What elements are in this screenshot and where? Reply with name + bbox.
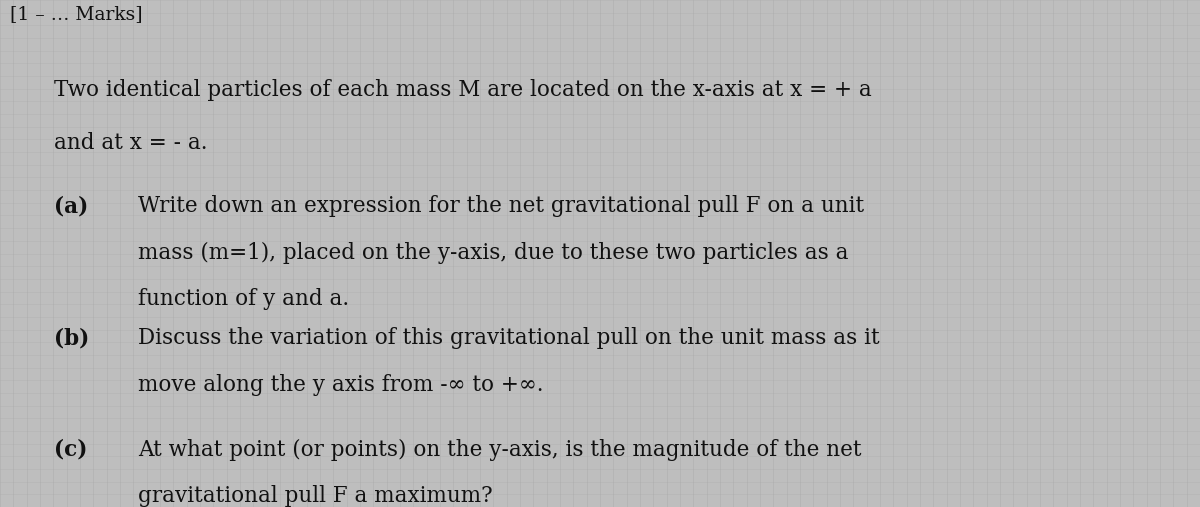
Text: Write down an expression for the net gravitational pull F on a unit: Write down an expression for the net gra… — [138, 195, 864, 217]
Text: (c): (c) — [54, 439, 88, 460]
Text: Discuss the variation of this gravitational pull on the unit mass as it: Discuss the variation of this gravitatio… — [138, 327, 880, 349]
Text: and at x = - a.: and at x = - a. — [54, 132, 208, 154]
Text: (a): (a) — [54, 195, 89, 217]
Text: function of y and a.: function of y and a. — [138, 288, 349, 310]
Text: [1 – … Marks]: [1 – … Marks] — [10, 5, 143, 23]
Text: Two identical particles of each mass M are located on the x-axis at x = + a: Two identical particles of each mass M a… — [54, 79, 871, 100]
Text: move along the y axis from -∞ to +∞.: move along the y axis from -∞ to +∞. — [138, 374, 544, 395]
Text: mass (m=1), placed on the y-axis, due to these two particles as a: mass (m=1), placed on the y-axis, due to… — [138, 242, 848, 264]
Text: At what point (or points) on the y-axis, is the magnitude of the net: At what point (or points) on the y-axis,… — [138, 439, 862, 461]
Text: gravitational pull F a maximum?: gravitational pull F a maximum? — [138, 485, 493, 507]
Text: (b): (b) — [54, 327, 89, 349]
